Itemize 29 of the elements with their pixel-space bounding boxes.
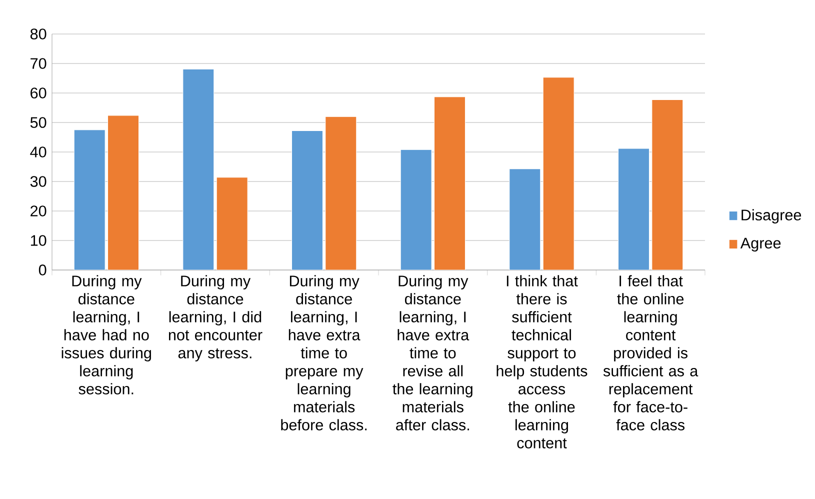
bar: [216, 177, 248, 270]
bar: [542, 77, 574, 270]
y-tick-label: 60: [30, 88, 46, 98]
bar: [107, 115, 140, 270]
bar: [325, 116, 357, 270]
bar: [182, 68, 214, 270]
y-tick-label: 20: [30, 206, 46, 216]
x-tick-label: During my distance learning, I have had no issues during learning session.: [62, 275, 151, 394]
bar: [291, 130, 324, 270]
y-tick-label: 10: [30, 235, 46, 246]
y-tick-label: 50: [30, 117, 46, 128]
category-label: I feel that the online learning content provided is sufficient as a replacement for face-to-face class: [603, 275, 698, 430]
bar: [434, 96, 466, 270]
category-label: During my distance learning, I have extra time to prepare my learning materials before class.: [281, 275, 367, 430]
bar: [652, 100, 684, 270]
category-label: During my distance learning, I have extra time to revise all the learning materials after class.: [392, 275, 472, 430]
y-tick-label: 30: [30, 176, 46, 187]
bar: [509, 168, 541, 270]
bar: [618, 148, 650, 270]
category-label: I think that there is sufficient technical support to help students access the online learning content: [496, 275, 588, 448]
x-tick-label: During my distance learning, I did not encounter any stress.: [168, 275, 262, 362]
legend-label: Agree: [740, 238, 781, 252]
y-tick-label: 0: [38, 264, 46, 276]
y-tick-label: 40: [30, 146, 46, 158]
y-tick-label: 80: [30, 28, 46, 40]
legend-label: Disagree: [742, 209, 802, 224]
bar: [74, 130, 106, 270]
bar: [400, 149, 432, 270]
y-tick-label: 70: [30, 58, 46, 69]
